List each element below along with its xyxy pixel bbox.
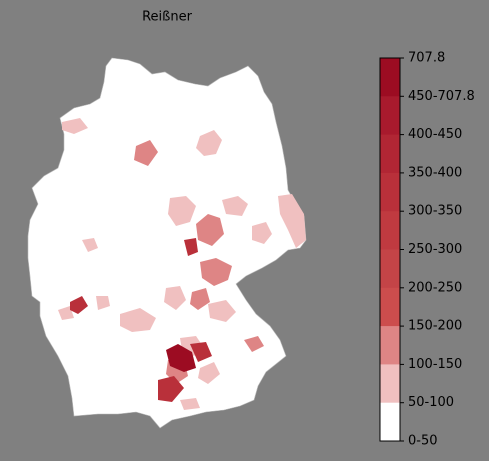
region — [166, 344, 196, 372]
region-darkest — [166, 344, 196, 372]
region — [62, 118, 88, 134]
colorbar-segment — [380, 211, 400, 250]
region — [198, 362, 220, 384]
region — [252, 222, 272, 244]
colorbar-label: 0-50 — [408, 434, 438, 449]
region — [96, 296, 110, 310]
region — [190, 288, 210, 310]
colorbar-segment — [380, 172, 400, 212]
colorbar-segment — [380, 287, 400, 327]
colorbar-segment — [380, 364, 400, 404]
map-title: Reißner — [142, 10, 192, 25]
colorbar-segment — [380, 96, 400, 136]
region — [120, 308, 156, 332]
region — [134, 140, 158, 166]
colorbar-segment — [380, 402, 400, 442]
region — [244, 336, 264, 352]
colorbar-segment — [380, 58, 400, 97]
region — [70, 296, 88, 314]
region — [196, 130, 222, 156]
region — [200, 258, 232, 286]
colorbar-label: 250-300 — [408, 242, 462, 257]
colorbar-segment — [380, 134, 400, 174]
colorbar: 707.8 450-707.8 400-450 350-400 300-350 250-3… — [379, 51, 475, 449]
region — [82, 238, 98, 252]
region — [196, 214, 224, 246]
colorbar-label: 50-100 — [408, 395, 454, 410]
region — [222, 196, 248, 216]
region — [208, 300, 236, 322]
region-dark — [70, 238, 212, 402]
region — [168, 196, 196, 226]
colorbar-label: 300-350 — [408, 204, 462, 219]
colorbar-label: 100-150 — [408, 357, 462, 372]
colorbar-segment — [380, 326, 400, 365]
germany-map — [27, 57, 307, 429]
region — [180, 398, 200, 410]
colorbar-label: 400-450 — [408, 127, 462, 142]
region — [158, 376, 184, 402]
colorbar-label: 200-250 — [408, 280, 462, 295]
region-light — [58, 118, 306, 410]
colorbar-label: 707.8 — [408, 51, 445, 66]
region — [184, 238, 198, 256]
colorbar-label: 150-200 — [408, 319, 462, 334]
region — [190, 342, 212, 362]
colorbar-label: 350-400 — [408, 165, 462, 180]
colorbar-segment — [380, 249, 400, 289]
country-outline — [27, 57, 307, 429]
region — [278, 194, 306, 248]
colorbar-label: 450-707.8 — [408, 89, 475, 104]
region — [164, 286, 186, 310]
